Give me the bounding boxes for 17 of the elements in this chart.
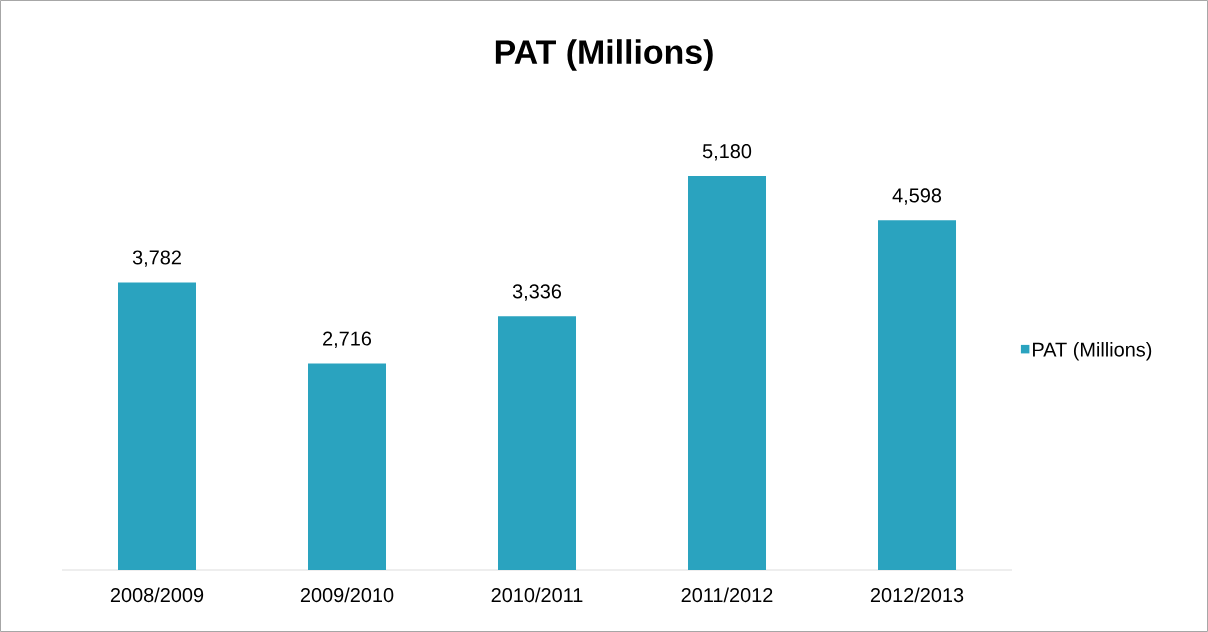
legend-label: PAT (Millions) — [1033, 342, 1152, 361]
bar — [498, 316, 577, 570]
x-tick-label: 2011/2012 — [681, 587, 773, 603]
bar — [688, 176, 767, 570]
data-label: 3,336 — [512, 284, 562, 301]
x-tick-label: 2008/2009 — [110, 587, 204, 603]
chart-title: PAT (Millions) — [495, 39, 713, 71]
x-tick-label: 2012/2013 — [870, 587, 964, 603]
bar — [878, 220, 957, 570]
bar — [308, 363, 386, 570]
x-tick-label: 2010/2011 — [491, 587, 583, 603]
data-label: 2,716 — [323, 331, 372, 348]
data-label: 5,180 — [702, 144, 752, 161]
x-tick-label: 2009/2010 — [300, 587, 394, 603]
data-label: 4,598 — [892, 188, 942, 205]
bar — [118, 282, 196, 570]
data-label: 3,782 — [132, 250, 181, 267]
